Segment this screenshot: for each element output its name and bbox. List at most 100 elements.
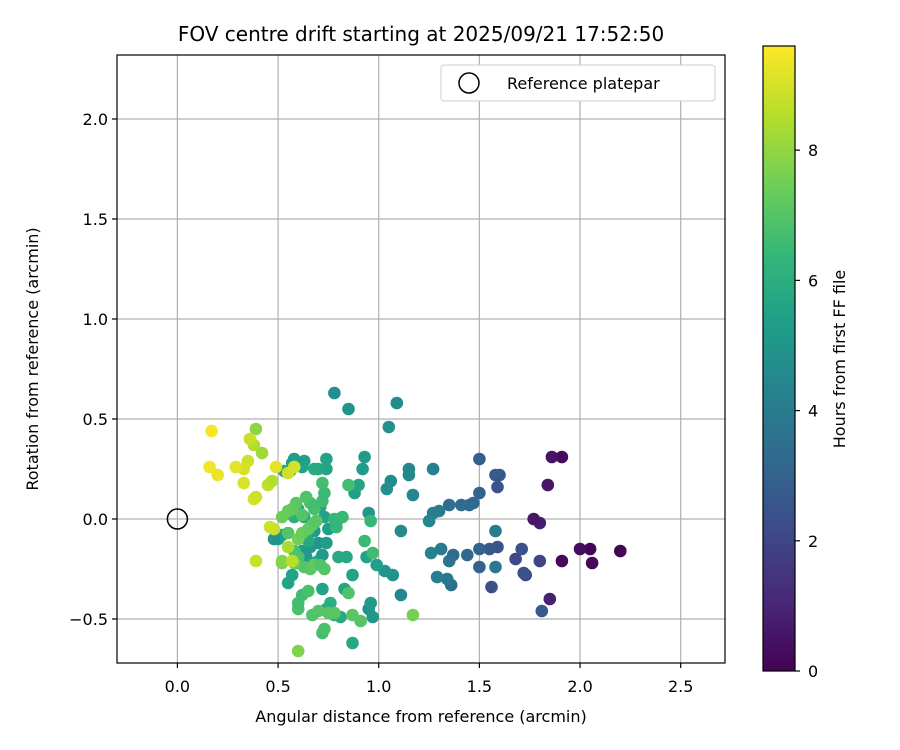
scatter-point xyxy=(489,560,502,574)
scatter-point xyxy=(583,542,597,556)
scatter-point xyxy=(358,534,371,548)
y-tick-label: 1.0 xyxy=(83,310,108,329)
scatter-point xyxy=(281,526,295,540)
scatter-points xyxy=(203,386,627,658)
colorbar-label: Hours from first FF file xyxy=(830,270,849,449)
scatter-point xyxy=(265,474,279,488)
scatter-point xyxy=(328,386,341,400)
reference-marker-layer xyxy=(166,508,189,530)
scatter-point xyxy=(299,490,313,504)
grid-lines xyxy=(117,55,725,663)
scatter-point xyxy=(442,554,456,568)
scatter-point xyxy=(434,542,448,556)
plot-area xyxy=(117,55,725,663)
scatter-point xyxy=(346,636,359,650)
scatter-point xyxy=(320,536,333,550)
colorbar-tick-label: 6 xyxy=(808,271,818,290)
scatter-point xyxy=(527,512,540,526)
scatter-point xyxy=(281,540,295,554)
scatter-point xyxy=(406,608,420,622)
y-tick-label: 0.0 xyxy=(83,510,108,529)
scatter-point xyxy=(312,604,325,618)
scatter-point xyxy=(211,468,224,482)
scatter-point xyxy=(489,468,502,482)
scatter-point xyxy=(203,460,216,474)
colorbar-tick-label: 0 xyxy=(808,662,818,681)
scatter-point xyxy=(342,586,355,600)
colorbar-tick-label: 8 xyxy=(808,141,818,160)
scatter-point xyxy=(515,542,528,556)
colorbar: 0 2 4 6 8 Hours from first FF file xyxy=(762,45,849,681)
x-tick-label: 1.5 xyxy=(467,677,492,696)
scatter-point xyxy=(255,446,269,460)
scatter-point xyxy=(249,490,263,504)
scatter-point xyxy=(330,520,343,534)
scatter-point xyxy=(440,572,454,586)
scatter-point xyxy=(533,554,547,568)
scatter-point xyxy=(318,622,331,636)
scatter-point xyxy=(390,396,404,410)
legend-marker-icon xyxy=(458,72,480,94)
scatter-point xyxy=(342,402,355,416)
scatter-point xyxy=(402,462,416,476)
scatter-point xyxy=(285,568,299,582)
scatter-point xyxy=(295,508,309,522)
scatter-point xyxy=(229,460,243,474)
colorbar-ticks: 0 2 4 6 8 xyxy=(795,141,818,681)
scatter-point xyxy=(364,596,378,610)
scatter-point xyxy=(406,488,420,502)
x-tick-label: 2.5 xyxy=(668,677,693,696)
scatter-point xyxy=(237,476,251,490)
scatter-point xyxy=(310,514,323,528)
legend: Reference platepar xyxy=(440,64,716,102)
scatter-point xyxy=(364,514,378,528)
reference-platepar-marker xyxy=(166,508,189,530)
y-tick-label: −0.5 xyxy=(69,610,108,629)
x-tick-label: 1.0 xyxy=(366,677,391,696)
chart-title: FOV centre drift starting at 2025/09/21 … xyxy=(178,22,664,46)
x-axis-ticks: 0.0 0.5 1.0 1.5 2.0 2.5 xyxy=(165,663,693,696)
scatter-point xyxy=(426,462,440,476)
scatter-point xyxy=(455,498,468,512)
scatter-point xyxy=(287,460,301,474)
x-axis-label: Angular distance from reference (arcmin) xyxy=(255,707,586,726)
scatter-point xyxy=(354,614,367,628)
scatter-point xyxy=(442,498,456,512)
y-tick-label: 0.5 xyxy=(83,410,108,429)
scatter-point xyxy=(328,606,341,620)
scatter-point xyxy=(243,432,257,446)
scatter-point xyxy=(332,550,345,564)
scatter-point xyxy=(356,462,369,476)
y-axis-ticks: −0.5 0.0 0.5 1.0 1.5 2.0 xyxy=(69,110,117,629)
scatter-point xyxy=(308,462,321,476)
scatter-point xyxy=(249,422,263,436)
y-tick-label: 2.0 xyxy=(83,110,108,129)
colorbar-tick-label: 2 xyxy=(808,532,818,551)
scatter-point xyxy=(509,552,522,566)
scatter-point xyxy=(473,542,486,556)
colorbar-tick-label: 4 xyxy=(808,402,818,421)
scatter-point xyxy=(316,548,329,562)
scatter-point xyxy=(517,566,530,580)
scatter-point xyxy=(352,478,365,492)
scatter-point xyxy=(422,514,436,528)
scatter-point xyxy=(573,542,587,556)
scatter-point xyxy=(473,452,486,466)
scatter-point xyxy=(263,520,277,534)
scatter-point xyxy=(275,510,289,524)
scatter-point xyxy=(370,558,384,572)
scatter-point xyxy=(320,452,333,466)
scatter-point xyxy=(205,424,218,438)
x-tick-label: 2.0 xyxy=(567,677,592,696)
scatter-point xyxy=(285,554,299,568)
scatter-point xyxy=(555,554,569,568)
plot-frame xyxy=(116,54,726,664)
scatter-point xyxy=(541,478,555,492)
scatter-point xyxy=(461,548,474,562)
scatter-point xyxy=(489,524,502,538)
scatter-point xyxy=(318,562,331,576)
scatter-point xyxy=(267,532,281,546)
scatter-point xyxy=(366,610,380,624)
y-tick-label: 1.5 xyxy=(83,210,108,229)
